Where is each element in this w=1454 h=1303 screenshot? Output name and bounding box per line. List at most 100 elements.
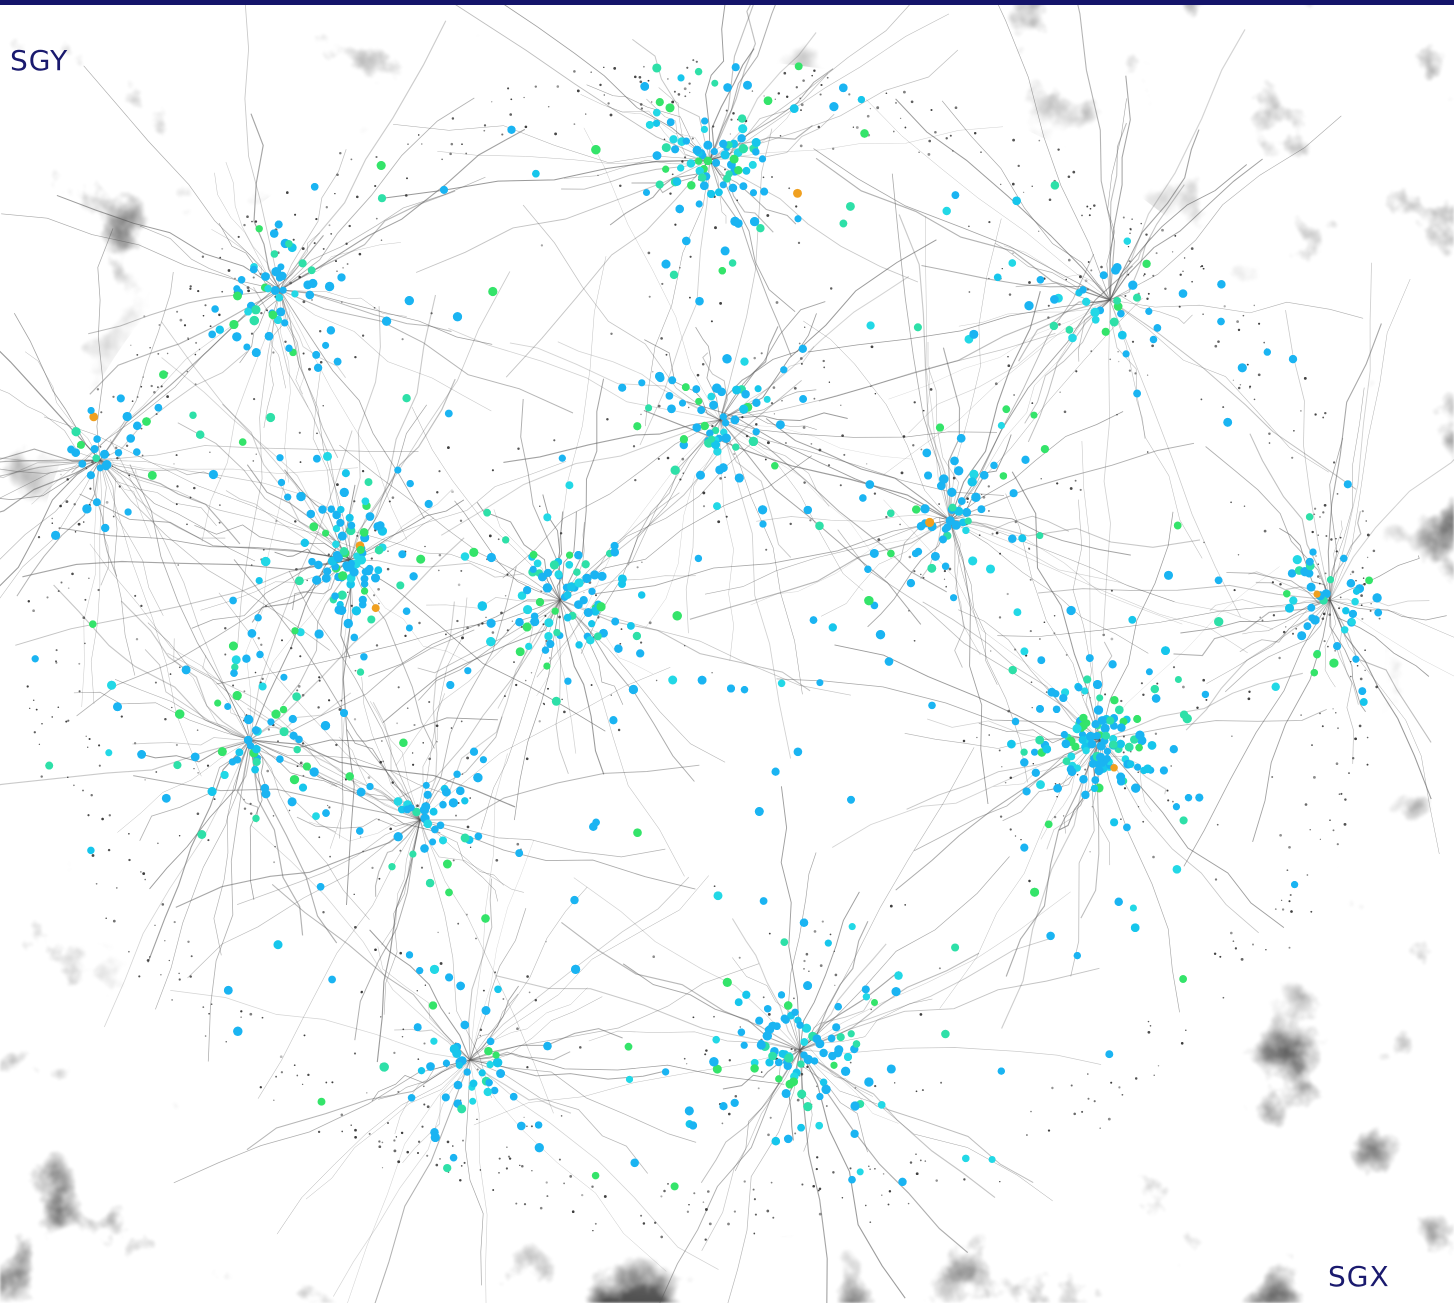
filament — [1099, 511, 1174, 741]
particle — [1291, 456, 1294, 459]
galaxy — [430, 1128, 439, 1137]
galaxy — [1050, 295, 1059, 304]
particle — [504, 595, 507, 597]
particle — [247, 289, 250, 293]
galaxy — [951, 191, 960, 199]
galaxy — [333, 357, 342, 366]
particle — [1354, 737, 1357, 741]
particle — [1333, 461, 1336, 464]
filament — [1047, 739, 1101, 791]
particle — [1252, 943, 1254, 946]
particle — [437, 931, 439, 934]
galaxy — [1094, 766, 1104, 776]
particle — [1029, 578, 1032, 581]
particle — [692, 59, 695, 62]
particle — [293, 1064, 296, 1067]
particle — [176, 310, 179, 313]
particle — [712, 125, 715, 128]
particle — [988, 734, 990, 736]
particle — [1205, 698, 1208, 701]
galaxy — [862, 993, 871, 1001]
particle — [1292, 632, 1294, 635]
filament — [236, 739, 259, 823]
particle — [899, 117, 902, 120]
particle — [417, 1058, 420, 1060]
particle — [57, 706, 60, 708]
particle — [751, 90, 754, 92]
particle — [144, 878, 146, 881]
particle — [619, 642, 622, 645]
particle — [793, 997, 795, 1000]
filament — [949, 442, 1195, 521]
particle — [1007, 709, 1011, 713]
galaxy — [695, 397, 703, 405]
galaxy — [1179, 816, 1188, 825]
galaxy — [637, 591, 646, 599]
particle — [730, 118, 733, 121]
galaxy — [566, 582, 576, 592]
galaxy — [233, 285, 241, 293]
particle — [350, 604, 353, 607]
particle — [1155, 252, 1158, 255]
filament — [469, 875, 709, 1061]
particle — [98, 744, 101, 747]
particle — [506, 573, 509, 576]
particle — [767, 1133, 770, 1137]
particle — [1378, 617, 1381, 620]
particle — [73, 784, 75, 787]
particle — [296, 1074, 299, 1077]
galaxy — [977, 505, 986, 514]
particle — [1336, 843, 1339, 846]
particle — [361, 469, 365, 473]
particle — [952, 476, 956, 480]
filament — [99, 459, 256, 562]
particle — [328, 699, 331, 702]
particle — [77, 522, 81, 526]
particle — [84, 642, 86, 645]
particle — [888, 1190, 892, 1193]
particle — [696, 373, 700, 377]
particle — [125, 444, 129, 447]
galaxy — [771, 767, 780, 776]
galaxy — [707, 190, 716, 198]
particle — [686, 66, 689, 69]
particle — [112, 515, 115, 518]
particle — [99, 446, 102, 448]
galaxy — [722, 354, 732, 364]
galaxy — [320, 720, 331, 731]
galaxy — [1365, 576, 1374, 585]
galaxy — [943, 523, 952, 532]
particle — [938, 503, 940, 505]
galaxy — [416, 554, 426, 564]
particle — [457, 801, 460, 805]
particle — [790, 1048, 793, 1051]
galaxy — [718, 266, 727, 275]
particle — [1043, 621, 1046, 623]
particle — [198, 348, 201, 351]
particle — [1070, 1084, 1073, 1087]
galaxy — [1036, 705, 1044, 713]
galaxy — [360, 653, 368, 661]
particle — [1017, 164, 1020, 168]
filament — [1109, 75, 1131, 300]
particle — [1360, 594, 1363, 597]
filament — [419, 667, 671, 821]
filament — [469, 1059, 719, 1270]
filament — [1072, 499, 1101, 741]
galaxy — [964, 517, 972, 525]
particle — [173, 921, 176, 924]
galaxy — [322, 451, 333, 461]
galaxy — [273, 315, 283, 325]
galaxy — [483, 508, 491, 517]
particle — [738, 956, 741, 959]
particle — [1007, 709, 1011, 713]
particle — [234, 277, 236, 280]
particle — [549, 657, 551, 659]
particle — [89, 487, 92, 490]
particle — [339, 151, 342, 155]
galaxy — [243, 714, 254, 725]
particle — [436, 491, 439, 494]
particle — [1143, 273, 1146, 276]
galaxy — [721, 419, 730, 427]
particle — [1338, 793, 1341, 795]
